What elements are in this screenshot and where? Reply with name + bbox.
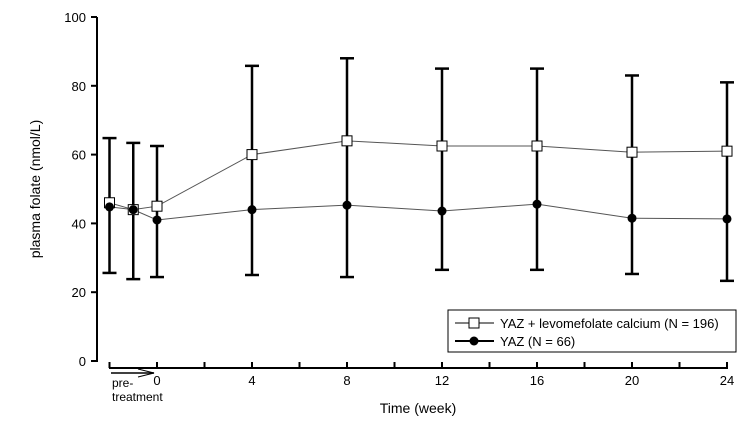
legend-square-marker [468,317,480,329]
y-tick-label: 40 [72,216,86,231]
circle-point [105,202,114,212]
legend: YAZ + levomefolate calcium (N = 196) YAZ… [447,309,737,353]
x-tick-label: 16 [530,373,544,388]
circle-point [437,206,447,216]
circle-point [128,205,138,215]
y-tick-label: 60 [72,148,86,163]
y-tick-label: 80 [72,79,86,94]
x-tick-label: 24 [720,373,734,388]
x-tick-label: 4 [248,373,255,388]
square-point [626,146,638,158]
square-point [721,145,733,157]
y-tick-label: 100 [64,10,86,25]
pretreatment-label-1: pre- [112,376,133,390]
square-point [436,140,448,152]
y-tick-label: 20 [72,285,86,300]
circle-point [722,214,732,224]
x-tick-label: 12 [435,373,449,388]
x-tick-label: 20 [625,373,639,388]
legend-circle-marker [469,336,479,346]
square-point [341,135,353,147]
circle-point [342,200,352,210]
square-point [531,140,543,152]
square-point [246,149,258,161]
pretreatment-arrowhead [137,368,155,378]
circle-point [247,205,257,215]
y-tick-label: 0 [79,354,86,369]
legend-label-0: YAZ + levomefolate calcium (N = 196) [500,316,719,331]
y-axis-label: plasma folate (nmol/L) [27,120,43,259]
x-axis-label: Time (week) [380,400,457,416]
x-tick-label: 0 [153,373,160,388]
x-tick-label: 8 [343,373,350,388]
legend-label-1: YAZ (N = 66) [500,334,575,349]
circle-point [627,213,637,223]
circle-point [152,215,162,225]
circle-point [532,199,542,209]
pretreatment-label-2: treatment [112,390,163,404]
square-point [151,200,163,212]
